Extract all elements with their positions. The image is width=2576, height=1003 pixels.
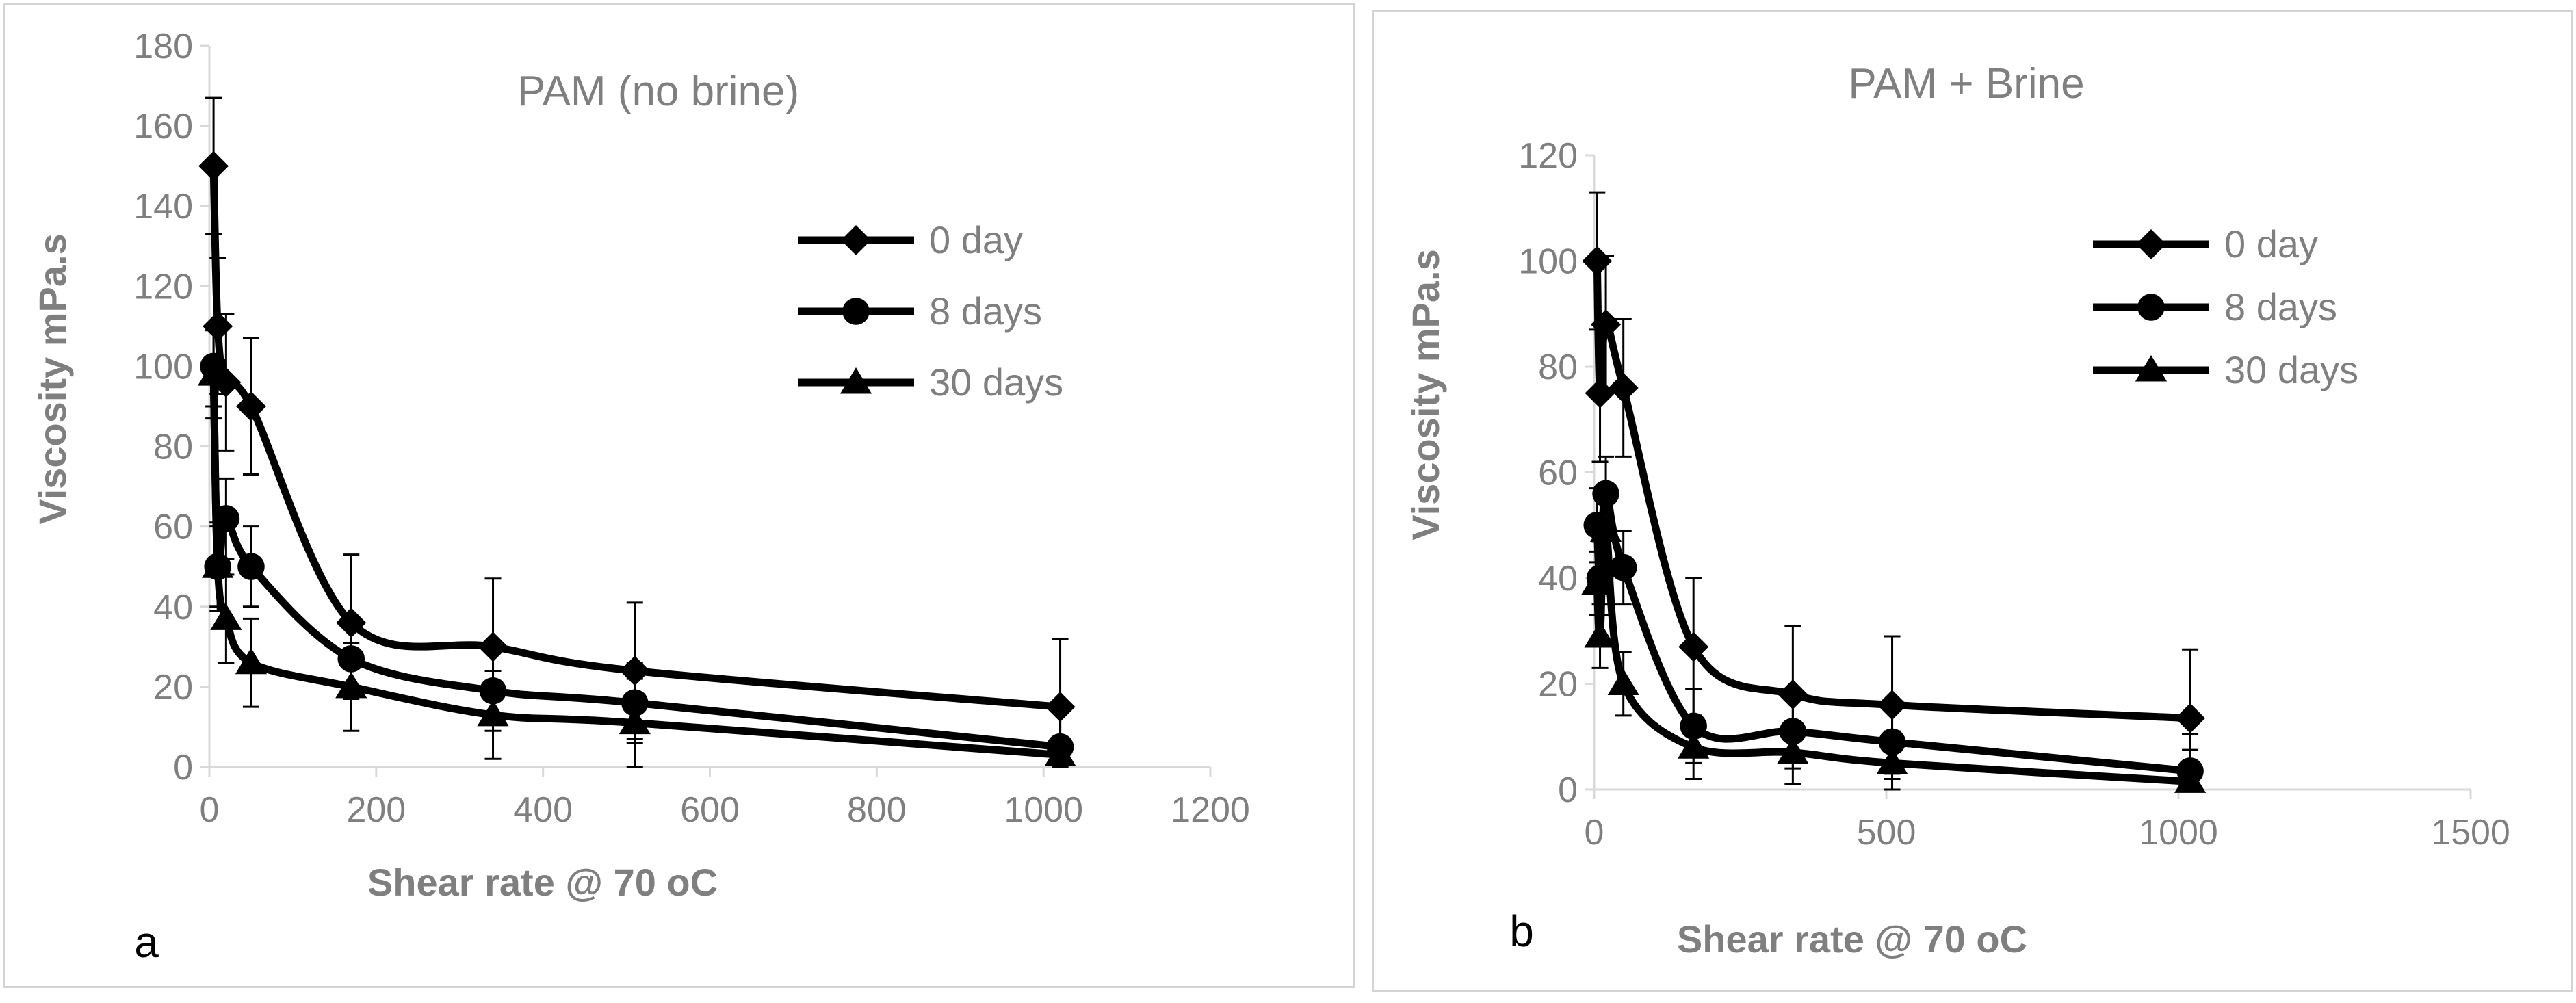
chart-b-data-point (1582, 246, 1613, 276)
chart-a-data-point (619, 707, 651, 735)
chart-b-y-tick-label: 80 (1538, 348, 1578, 387)
chart-b-y-tick-label: 120 (1518, 136, 1578, 176)
chart-a-x-tick-label: 400 (513, 790, 573, 830)
chart-a-data-point (477, 699, 509, 727)
chart-a-y-tick-label: 180 (133, 27, 193, 66)
chart-b-data-point (1591, 309, 1622, 340)
chart-b-svg: PAM + Brine Viscosity mPa.s Shear rate @… (1404, 60, 2510, 961)
chart-a-legend-label: 8 days (929, 289, 1042, 333)
chart-a-data-point (237, 553, 265, 581)
chart-b-y-axis-title: Viscosity mPa.s (1404, 249, 1447, 540)
chart-b-data-point (2174, 766, 2207, 793)
chart-b-legend-label: 30 days (2224, 348, 2358, 391)
chart-b-title: PAM + Brine (1848, 60, 2084, 107)
chart-b-y-tick-label: 60 (1538, 454, 1578, 493)
chart-panel-b: PAM + Brine Viscosity mPa.s Shear rate @… (1372, 10, 2573, 992)
chart-a-y-tick-label: 140 (133, 187, 193, 226)
chart-b-x-axis-title-text: Shear rate @ 70 oC (1677, 917, 2027, 961)
chart-a-x-tick-label: 200 (346, 790, 406, 830)
chart-b-x-tick-label: 1500 (2431, 813, 2510, 852)
chart-b-data-point (1777, 737, 1809, 764)
chart-panel-a: PAM (no brine) Viscosity mPa.s Shear rat… (3, 3, 1355, 988)
chart-b-x-tick-label: 500 (1857, 813, 1916, 852)
chart-a-x-axis-title: Shear rate @ 70 oC (367, 861, 718, 904)
chart-b-legend-marker (2135, 355, 2168, 382)
chart-a-panel-letter: a (134, 917, 159, 967)
chart-a-legend-label: 30 days (929, 361, 1063, 404)
chart-a-series-2 (197, 329, 1076, 768)
chart-b-data-point (1589, 515, 1622, 542)
chart-a-y-axis-title: Viscosity mPa.s (31, 233, 74, 524)
chart-b-data-point (1607, 668, 1639, 695)
chart-b-data-point (2175, 703, 2206, 733)
chart-a-y-tick-label: 0 (173, 748, 193, 787)
chart-a-x-tick-label: 600 (680, 790, 740, 830)
chart-b-data-point (1678, 631, 1709, 662)
chart-b-legend-marker (2136, 229, 2166, 259)
chart-a-y-tick-label: 160 (133, 107, 193, 146)
chart-a-legend-marker (842, 298, 870, 325)
chart-a-x-tick-label: 1000 (1004, 790, 1083, 830)
chart-a-y-tick-label: 120 (133, 267, 193, 307)
chart-b-y-tick-label: 20 (1538, 665, 1578, 705)
chart-a-y-tick-label: 100 (133, 347, 193, 387)
chart-a-svg: PAM (no brine) Viscosity mPa.s Shear rat… (31, 27, 1250, 967)
chart-b-data-point (1608, 372, 1639, 403)
chart-b-y-tick-label: 0 (1558, 770, 1578, 810)
chart-a-data-point (335, 671, 367, 699)
chart-a-legend-label: 0 day (929, 218, 1023, 261)
chart-b-legend-label: 0 day (2224, 222, 2318, 265)
chart-a-x-tick-label: 1200 (1171, 790, 1250, 830)
chart-b-x-tick-label: 1000 (2139, 813, 2218, 852)
chart-a-data-point (235, 647, 268, 675)
chart-b-data-point (1581, 568, 1613, 595)
chart-b-panel-letter: b (1509, 907, 1534, 956)
chart-a-title: PAM (no brine) (517, 68, 799, 115)
chart-a-x-axis-title-text: Shear rate @ 70 oC (367, 861, 718, 904)
chart-a-data-point (1044, 740, 1076, 766)
chart-b-series-2 (1581, 497, 2207, 793)
chart-b-data-point (1584, 621, 1616, 648)
chart-b-data-point (1876, 748, 1908, 774)
chart-b-legend-marker (2137, 294, 2165, 321)
chart-b-x-tick-label: 0 (1585, 813, 1604, 852)
chart-b-y-tick-label: 100 (1518, 242, 1578, 282)
chart-a-y-tick-label: 20 (153, 668, 193, 707)
chart-a-x-tick-label: 800 (847, 790, 907, 830)
chart-a-y-tick-label: 40 (153, 588, 193, 627)
chart-a-data-point (478, 631, 508, 662)
chart-a-data-point (198, 151, 229, 181)
chart-b-legend-label: 8 days (2224, 285, 2337, 328)
chart-a-data-point (235, 391, 266, 421)
chart-b-x-axis-title: Shear rate @ 70 oC (1677, 917, 2027, 961)
chart-a-legend-marker (840, 367, 872, 394)
chart-b-data-point (1592, 480, 1619, 508)
chart-a-legend-marker (841, 225, 871, 255)
chart-b-y-tick-label: 40 (1538, 559, 1578, 599)
chart-b-series-line (1593, 526, 2191, 785)
chart-b-data-point (1678, 732, 1710, 759)
chart-a-x-tick-label: 0 (200, 790, 220, 830)
chart-a-y-tick-label: 80 (153, 428, 193, 467)
chart-a-data-point (202, 551, 234, 578)
chart-b-data-point (1609, 553, 1637, 582)
chart-a-series-0 (198, 96, 1076, 768)
chart-a-y-tick-label: 60 (153, 508, 193, 547)
chart-a-data-point (197, 359, 230, 386)
chart-a-data-point (210, 603, 242, 630)
